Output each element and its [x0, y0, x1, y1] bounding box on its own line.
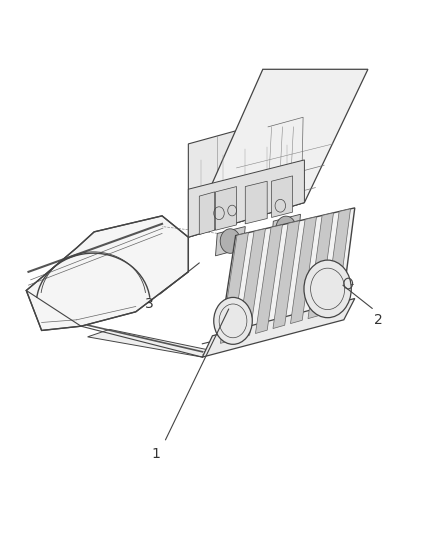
Polygon shape — [188, 112, 304, 237]
Polygon shape — [245, 181, 267, 224]
Polygon shape — [188, 69, 368, 237]
Polygon shape — [238, 229, 265, 338]
Polygon shape — [255, 225, 283, 334]
Polygon shape — [202, 298, 355, 357]
Polygon shape — [325, 209, 350, 314]
Circle shape — [304, 260, 351, 318]
Circle shape — [220, 229, 240, 253]
Polygon shape — [290, 217, 317, 324]
Polygon shape — [272, 176, 293, 217]
Polygon shape — [199, 192, 215, 235]
Circle shape — [276, 216, 296, 241]
Polygon shape — [188, 160, 304, 237]
Text: 1: 1 — [151, 447, 160, 461]
Polygon shape — [88, 329, 212, 357]
Polygon shape — [219, 208, 355, 344]
Polygon shape — [308, 213, 333, 319]
Polygon shape — [215, 227, 245, 256]
Text: 3: 3 — [145, 297, 153, 311]
Polygon shape — [220, 232, 248, 343]
Polygon shape — [273, 221, 300, 328]
Circle shape — [214, 297, 252, 344]
Text: 2: 2 — [374, 313, 383, 327]
Polygon shape — [215, 187, 237, 230]
Polygon shape — [272, 214, 300, 243]
Polygon shape — [26, 216, 188, 330]
